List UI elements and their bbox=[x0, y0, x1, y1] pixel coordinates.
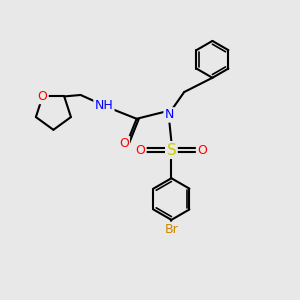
Text: O: O bbox=[197, 143, 207, 157]
Text: O: O bbox=[119, 137, 129, 150]
Text: S: S bbox=[167, 142, 176, 158]
Text: Br: Br bbox=[164, 223, 178, 236]
Text: O: O bbox=[136, 143, 146, 157]
Text: O: O bbox=[38, 90, 47, 103]
Text: NH: NH bbox=[94, 99, 113, 112]
Text: N: N bbox=[165, 108, 174, 122]
